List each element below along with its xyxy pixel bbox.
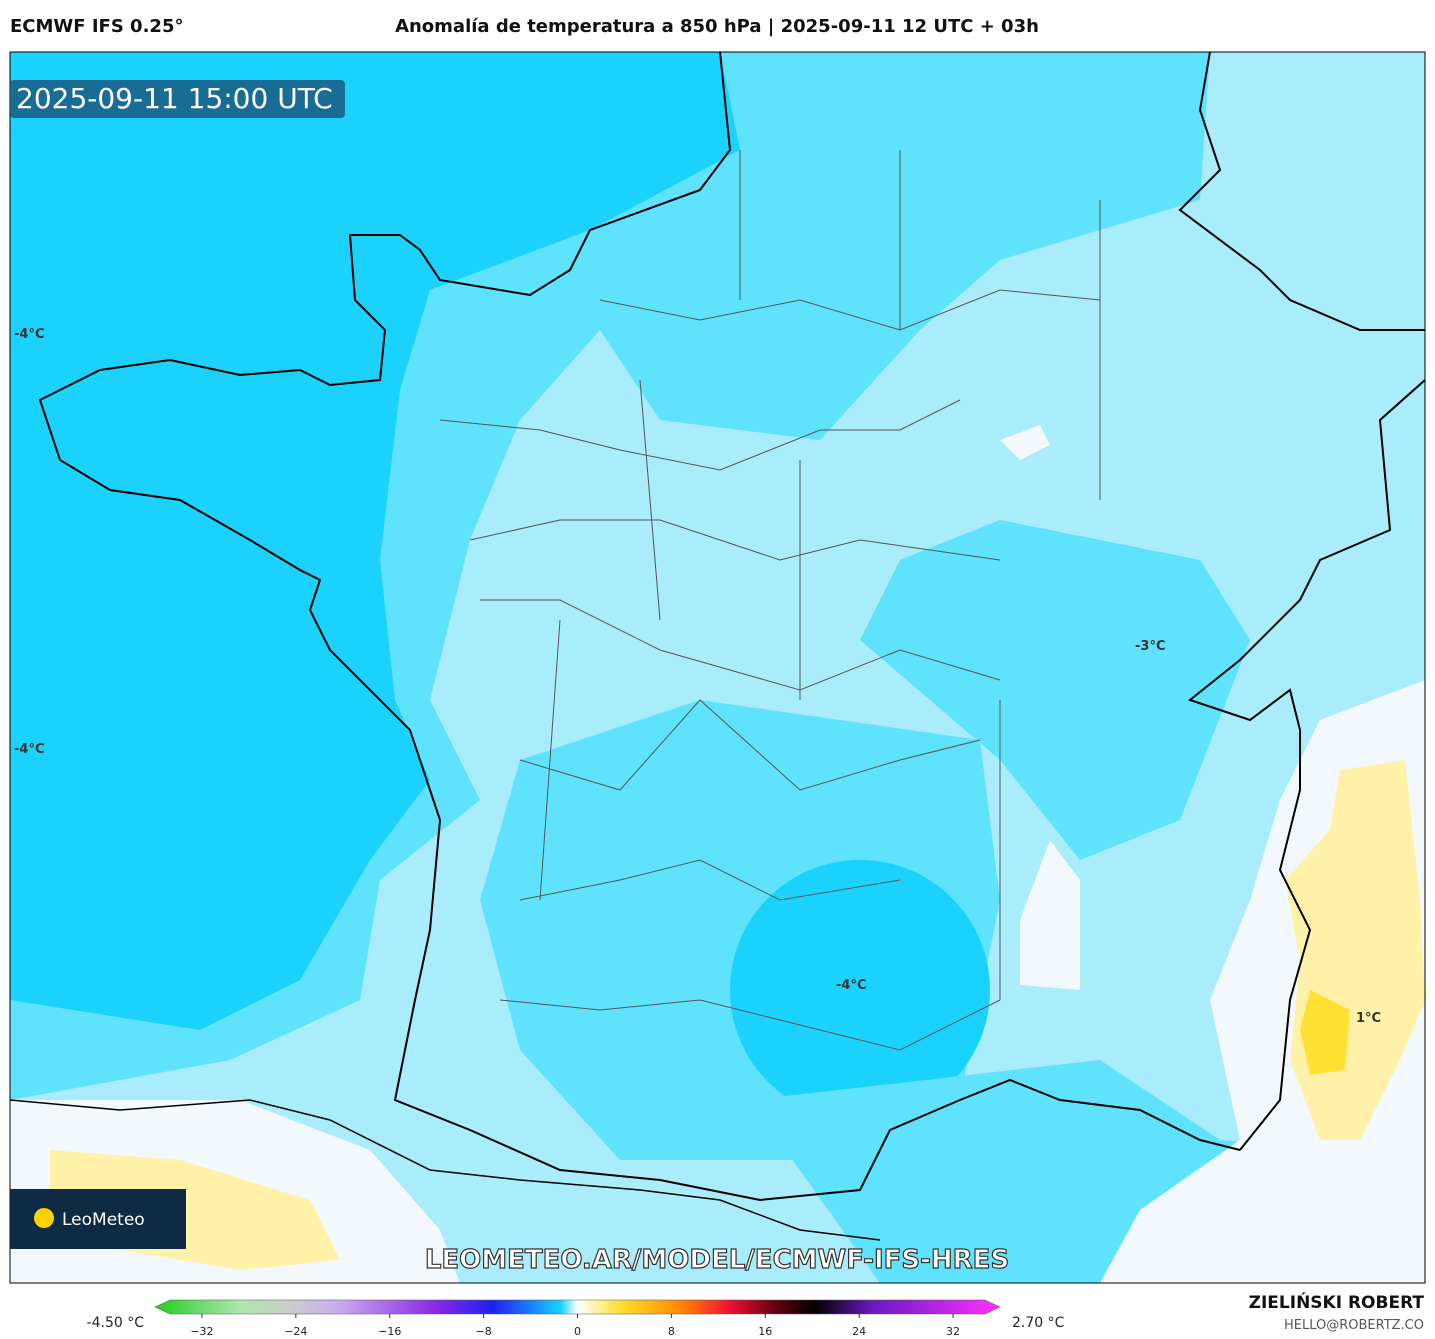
colorbar-tick-label: −16	[378, 1325, 401, 1338]
colorbar-max: 2.70 °C	[1012, 1315, 1065, 1331]
contour-label: -4°C	[836, 978, 866, 993]
chart-title: Anomalía de temperatura a 850 hPa | 2025…	[395, 16, 1039, 37]
field-white	[1020, 840, 1080, 990]
region-border	[439, 150, 1101, 1051]
colorbar-min: -4.50 °C	[87, 1315, 145, 1331]
author: ZIELIŃSKI ROBERT	[1249, 1291, 1425, 1313]
field-dark	[730, 860, 990, 1120]
colorbar	[154, 1299, 1001, 1315]
model-title: ECMWF IFS 0.25°	[10, 16, 183, 37]
colorbar-tick-label: 0	[574, 1325, 581, 1338]
colorbar-ticks: −32 −24 −16 −8 0 8 16 24 32	[190, 1314, 960, 1338]
contour-label: -4°C	[14, 742, 44, 757]
watermark: LEOMETEO.AR/MODEL/ECMWF-IFS-HRES	[425, 1245, 1009, 1275]
colorbar-tick-label: −24	[284, 1325, 307, 1338]
border	[1178, 52, 1425, 1151]
email: HELLO@ROBERTZ.CO	[1284, 1318, 1424, 1333]
border	[10, 1099, 881, 1241]
timestamp: 2025-09-11 15:00 UTC	[16, 82, 333, 115]
colorbar-tick-label: 16	[758, 1325, 772, 1338]
contour-label: -4°C	[14, 327, 44, 342]
field-dark	[10, 52, 740, 1030]
map-frame	[9, 51, 1426, 1284]
timestamp-box	[10, 80, 345, 118]
colorbar-tick-label: 32	[946, 1325, 960, 1338]
colorbar-tick-label: 24	[852, 1325, 866, 1338]
logo: LeoMeteo	[62, 1210, 145, 1230]
field-white	[1000, 425, 1050, 460]
field-yellow-strong	[1300, 990, 1350, 1075]
colorbar-tick-label: −32	[190, 1325, 213, 1338]
logo-sun	[34, 1208, 54, 1228]
field-medium	[860, 520, 1250, 860]
map-field: -4°C -4°C -3°C -4°C 1°C LEOMETEO.AR/MODE…	[10, 52, 1425, 1283]
coastline	[38, 52, 1241, 1202]
contour-label: 1°C	[1356, 1011, 1381, 1026]
contour-label: -3°C	[1135, 639, 1165, 654]
colorbar-tick-label: −8	[476, 1325, 492, 1338]
colorbar-tick-label: 8	[668, 1325, 675, 1338]
